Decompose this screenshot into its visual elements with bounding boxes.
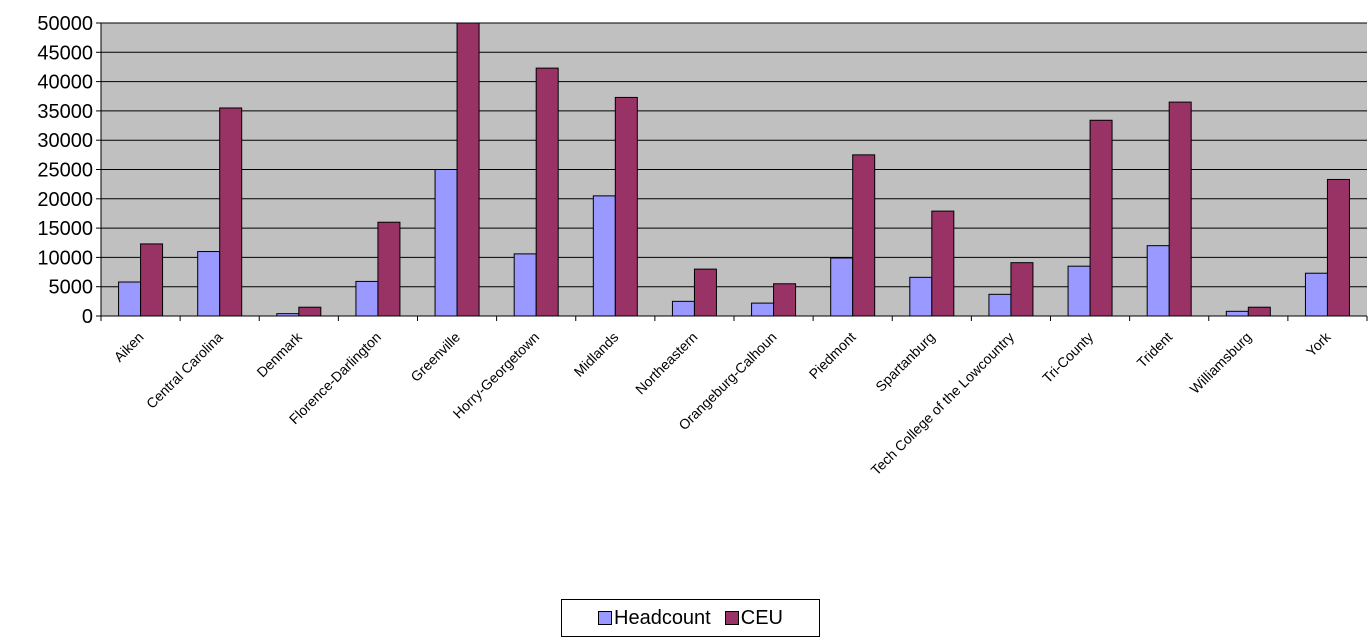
y-tick-label: 50000 <box>37 13 93 35</box>
bar-ceu-williamsburg <box>1247 306 1271 317</box>
x-tick-label: Midlands <box>571 329 622 380</box>
y-tick-label: 5000 <box>49 277 94 299</box>
legend-item-ceu: CEU <box>724 606 783 630</box>
bar-headcount-central-carolina <box>197 251 221 317</box>
x-tick-label: Tri-County <box>1039 329 1096 386</box>
bar-ceu-spartanburg <box>931 210 955 317</box>
y-tick-label: 25000 <box>37 160 93 182</box>
x-tick-label: Trident <box>1134 329 1176 371</box>
bar-ceu-aiken <box>140 243 164 317</box>
bar-headcount-midlands <box>592 195 616 317</box>
bar-headcount-greenville <box>434 169 458 317</box>
x-tick-label: Greenville <box>407 329 463 385</box>
x-tick-label: Denmark <box>253 328 305 380</box>
x-tick-label: York <box>1303 328 1334 359</box>
bar-headcount-york <box>1304 272 1328 317</box>
bar-headcount-tri-county <box>1067 265 1091 317</box>
x-tick-label: Northeastern <box>632 329 701 398</box>
bar-ceu-piedmont <box>852 154 876 317</box>
y-tick-label: 30000 <box>37 130 93 152</box>
bar-ceu-tri-county <box>1089 119 1113 317</box>
bar-ceu-florence-darlington <box>377 221 401 317</box>
x-tick-label: Central Carolina <box>143 329 226 412</box>
x-tick-label: Williamsburg <box>1186 329 1254 397</box>
legend-swatch-ceu <box>724 611 739 625</box>
bar-ceu-midlands <box>614 96 638 317</box>
legend: Headcount CEU <box>561 599 820 637</box>
x-tick-label: Aiken <box>111 329 147 365</box>
bar-ceu-tech-college-of-the-lowcountry <box>1010 262 1034 317</box>
bar-ceu-york <box>1326 178 1350 317</box>
bar-ceu-denmark <box>298 306 322 317</box>
x-tick-label: Spartanburg <box>872 329 938 395</box>
y-tick-label: 35000 <box>37 101 93 123</box>
x-tick-label: Piedmont <box>806 329 859 382</box>
bar-headcount-horry-georgetown <box>513 253 537 317</box>
legend-item-headcount: Headcount <box>598 607 711 630</box>
bar-headcount-trident <box>1146 245 1170 317</box>
bar-headcount-florence-darlington <box>355 280 379 317</box>
legend-label-headcount: Headcount <box>614 606 711 629</box>
bar-headcount-williamsburg <box>1225 310 1249 317</box>
y-tick-label: 40000 <box>37 72 93 94</box>
y-tick-label: 0 <box>82 306 93 328</box>
bar-ceu-horry-georgetown <box>535 67 559 317</box>
bar-headcount-northeastern <box>671 300 695 317</box>
bar-headcount-piedmont <box>830 257 854 317</box>
y-tick-label: 15000 <box>37 218 93 240</box>
bar-headcount-spartanburg <box>909 276 933 317</box>
x-tick-label: Horry-Georgetown <box>450 329 543 422</box>
bar-ceu-central-carolina <box>219 107 243 317</box>
legend-label-ceu: CEU <box>740 606 783 629</box>
bar-headcount-tech-college-of-the-lowcountry <box>988 293 1012 317</box>
bar-headcount-aiken <box>118 281 142 317</box>
bar-ceu-trident <box>1168 101 1192 317</box>
bar-ceu-orangeburg-calhoun <box>773 283 797 317</box>
legend-swatch-headcount <box>598 611 612 625</box>
y-tick-label: 10000 <box>37 247 93 269</box>
y-tick-label: 45000 <box>37 42 93 64</box>
bar-headcount-orangeburg-calhoun <box>751 302 775 317</box>
x-tick-label: Tech College of the Lowcountry <box>868 329 1017 478</box>
bar-headcount-denmark <box>276 313 300 317</box>
bar-ceu-northeastern <box>693 268 717 317</box>
bar-ceu-greenville <box>456 22 480 317</box>
y-tick-label: 20000 <box>37 189 93 211</box>
